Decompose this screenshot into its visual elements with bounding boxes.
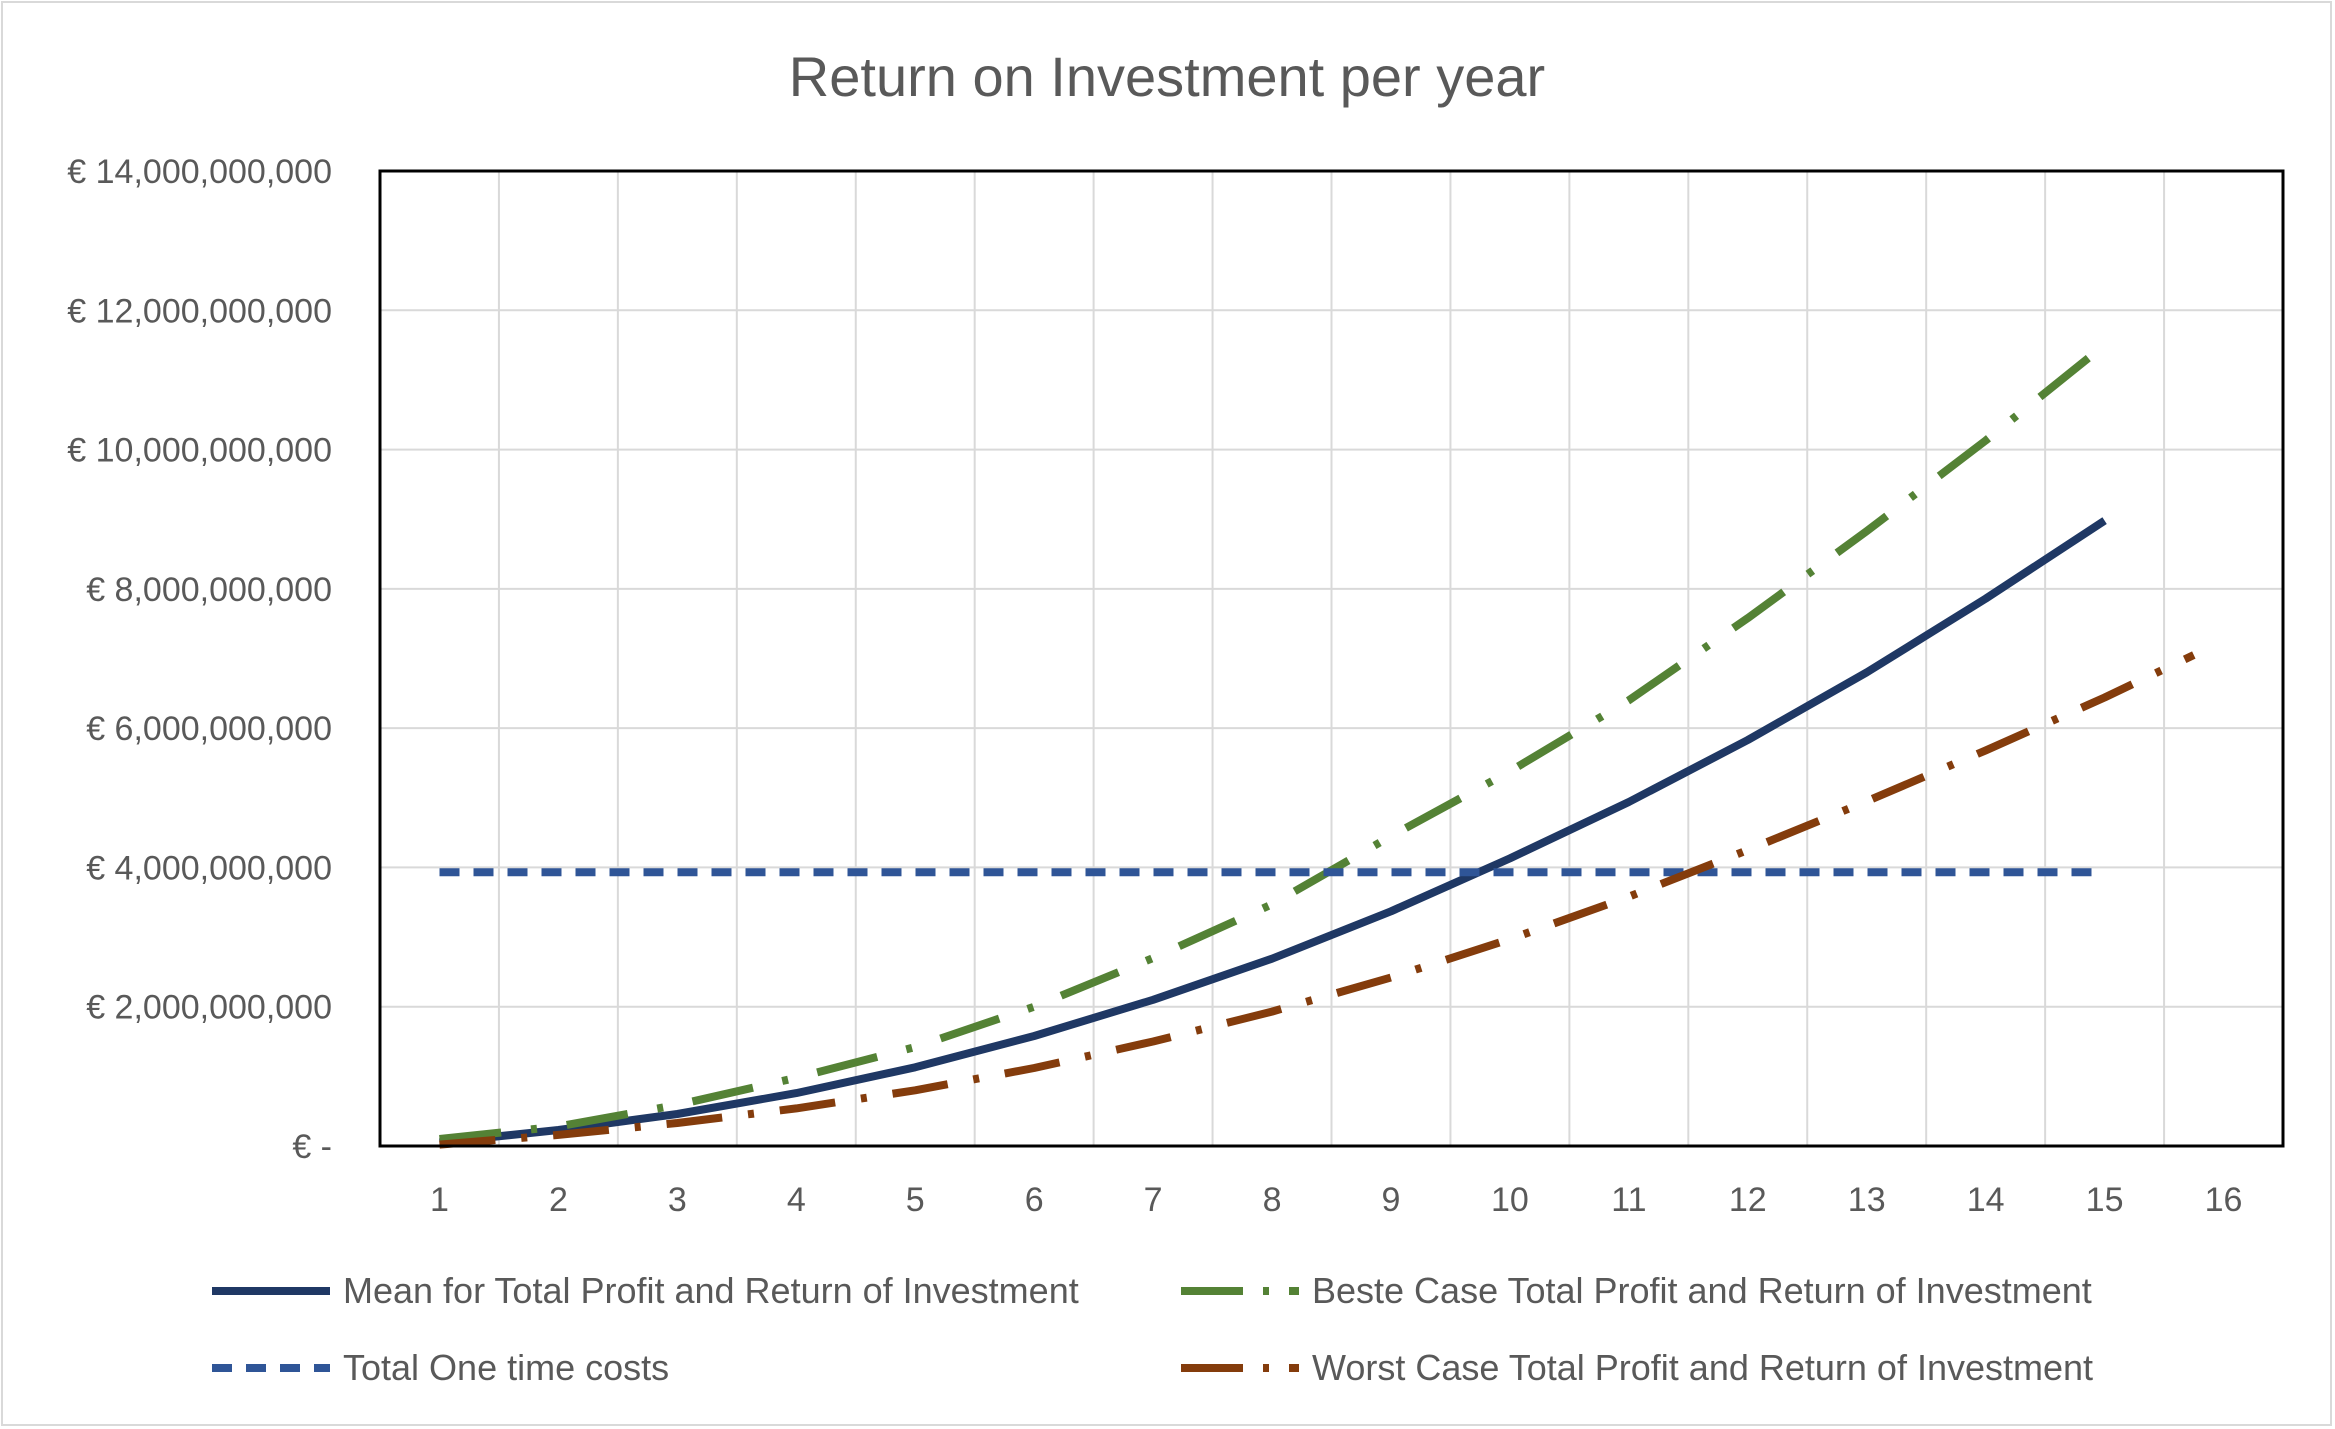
x-tick-label: 12 xyxy=(1729,1181,1767,1219)
x-tick-label: 15 xyxy=(2086,1181,2124,1219)
x-tick-label: 11 xyxy=(1611,1181,1646,1219)
series-line-2 xyxy=(439,341,2108,1143)
x-tick-label: 10 xyxy=(1491,1181,1529,1219)
y-tick-label: € 4,000,000,000 xyxy=(86,849,332,887)
x-tick-label: 7 xyxy=(1144,1181,1163,1219)
legend-item-3: Total One time costs xyxy=(212,1347,669,1388)
x-tick-label: 4 xyxy=(787,1181,806,1219)
y-tick-label: € 8,000,000,000 xyxy=(86,571,332,609)
legend-label: Mean for Total Profit and Return of Inve… xyxy=(343,1270,1079,1311)
y-axis-ticks: € - € 2,000,000,000 € 4,000,000,000 € 6,000… xyxy=(67,153,332,1166)
legend-item-4: Worst Case Total Profit and Return of In… xyxy=(1181,1347,2093,1388)
x-tick-label: 14 xyxy=(1967,1181,2005,1219)
legend-item-1: Mean for Total Profit and Return of Inve… xyxy=(212,1270,1079,1311)
grid-layer xyxy=(379,170,2284,1147)
y-tick-label: € 6,000,000,000 xyxy=(86,710,332,748)
y-tick-label: € - xyxy=(292,1128,332,1166)
y-tick-label: € 10,000,000,000 xyxy=(67,432,332,470)
x-tick-label: 13 xyxy=(1848,1181,1886,1219)
chart-title: Return on Investment per year xyxy=(789,45,1545,108)
y-tick-label: € 14,000,000,000 xyxy=(67,153,332,191)
legend-item-2: Beste Case Total Profit and Return of In… xyxy=(1181,1270,2092,1311)
x-tick-label: 8 xyxy=(1263,1181,1282,1219)
x-tick-label: 2 xyxy=(549,1181,568,1219)
y-tick-label: € 12,000,000,000 xyxy=(67,292,332,330)
x-tick-label: 6 xyxy=(1025,1181,1044,1219)
legend-label: Total One time costs xyxy=(343,1347,669,1388)
series-line-1 xyxy=(439,517,2107,1147)
plot-area-border xyxy=(378,169,2285,1148)
x-tick-label: 9 xyxy=(1382,1181,1401,1219)
legend-label: Worst Case Total Profit and Return of In… xyxy=(1312,1347,2093,1388)
x-tick-label: 5 xyxy=(906,1181,925,1219)
x-tick-label: 3 xyxy=(668,1181,687,1219)
legend: Mean for Total Profit and Return of Inve… xyxy=(212,1270,2093,1388)
series-layer xyxy=(439,341,2196,1149)
x-tick-label: 1 xyxy=(430,1181,449,1219)
y-tick-label: € 2,000,000,000 xyxy=(86,989,332,1027)
x-axis-ticks: 1 2 3 4 5 6 7 8 9 10 11 12 13 14 15 16 xyxy=(430,1181,2242,1219)
legend-label: Beste Case Total Profit and Return of In… xyxy=(1312,1270,2092,1311)
x-tick-label: 16 xyxy=(2205,1181,2243,1219)
